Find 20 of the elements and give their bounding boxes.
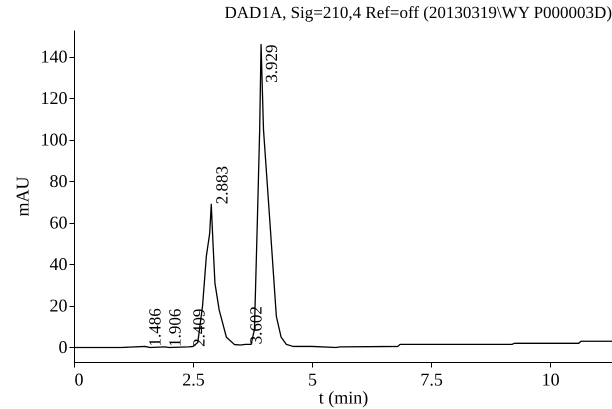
annotation: 1.906 bbox=[166, 308, 185, 347]
y-tick-label: 80 bbox=[50, 170, 68, 191]
y-tick-label: 40 bbox=[50, 254, 68, 274]
x-tick-label: 7.5 bbox=[420, 370, 443, 390]
y-tick-label: 120 bbox=[40, 88, 68, 108]
annotation: 2.883 bbox=[212, 166, 232, 204]
y-tick-label: 20 bbox=[50, 295, 68, 316]
annotation: 3.929 bbox=[262, 44, 282, 83]
y-tick-label: 100 bbox=[40, 129, 68, 150]
x-tick-label: 5 bbox=[308, 370, 318, 390]
chart-title: DAD1A, Sig=210,4 Ref=off (20130319\WY P000003D) bbox=[224, 3, 612, 22]
y-tick-label: 60 bbox=[50, 212, 68, 232]
y-tick-label: 140 bbox=[40, 46, 68, 66]
y-tick-label: 0 bbox=[58, 336, 68, 357]
x-tick-label: 10 bbox=[542, 370, 560, 390]
x-tick-label: 2.5 bbox=[182, 370, 205, 390]
x-axis-title: t (min) bbox=[318, 388, 368, 408]
x-tick-label: 0 bbox=[74, 370, 84, 390]
y-axis-title: mAU bbox=[12, 176, 32, 216]
annotation: 1.486 bbox=[146, 308, 165, 346]
